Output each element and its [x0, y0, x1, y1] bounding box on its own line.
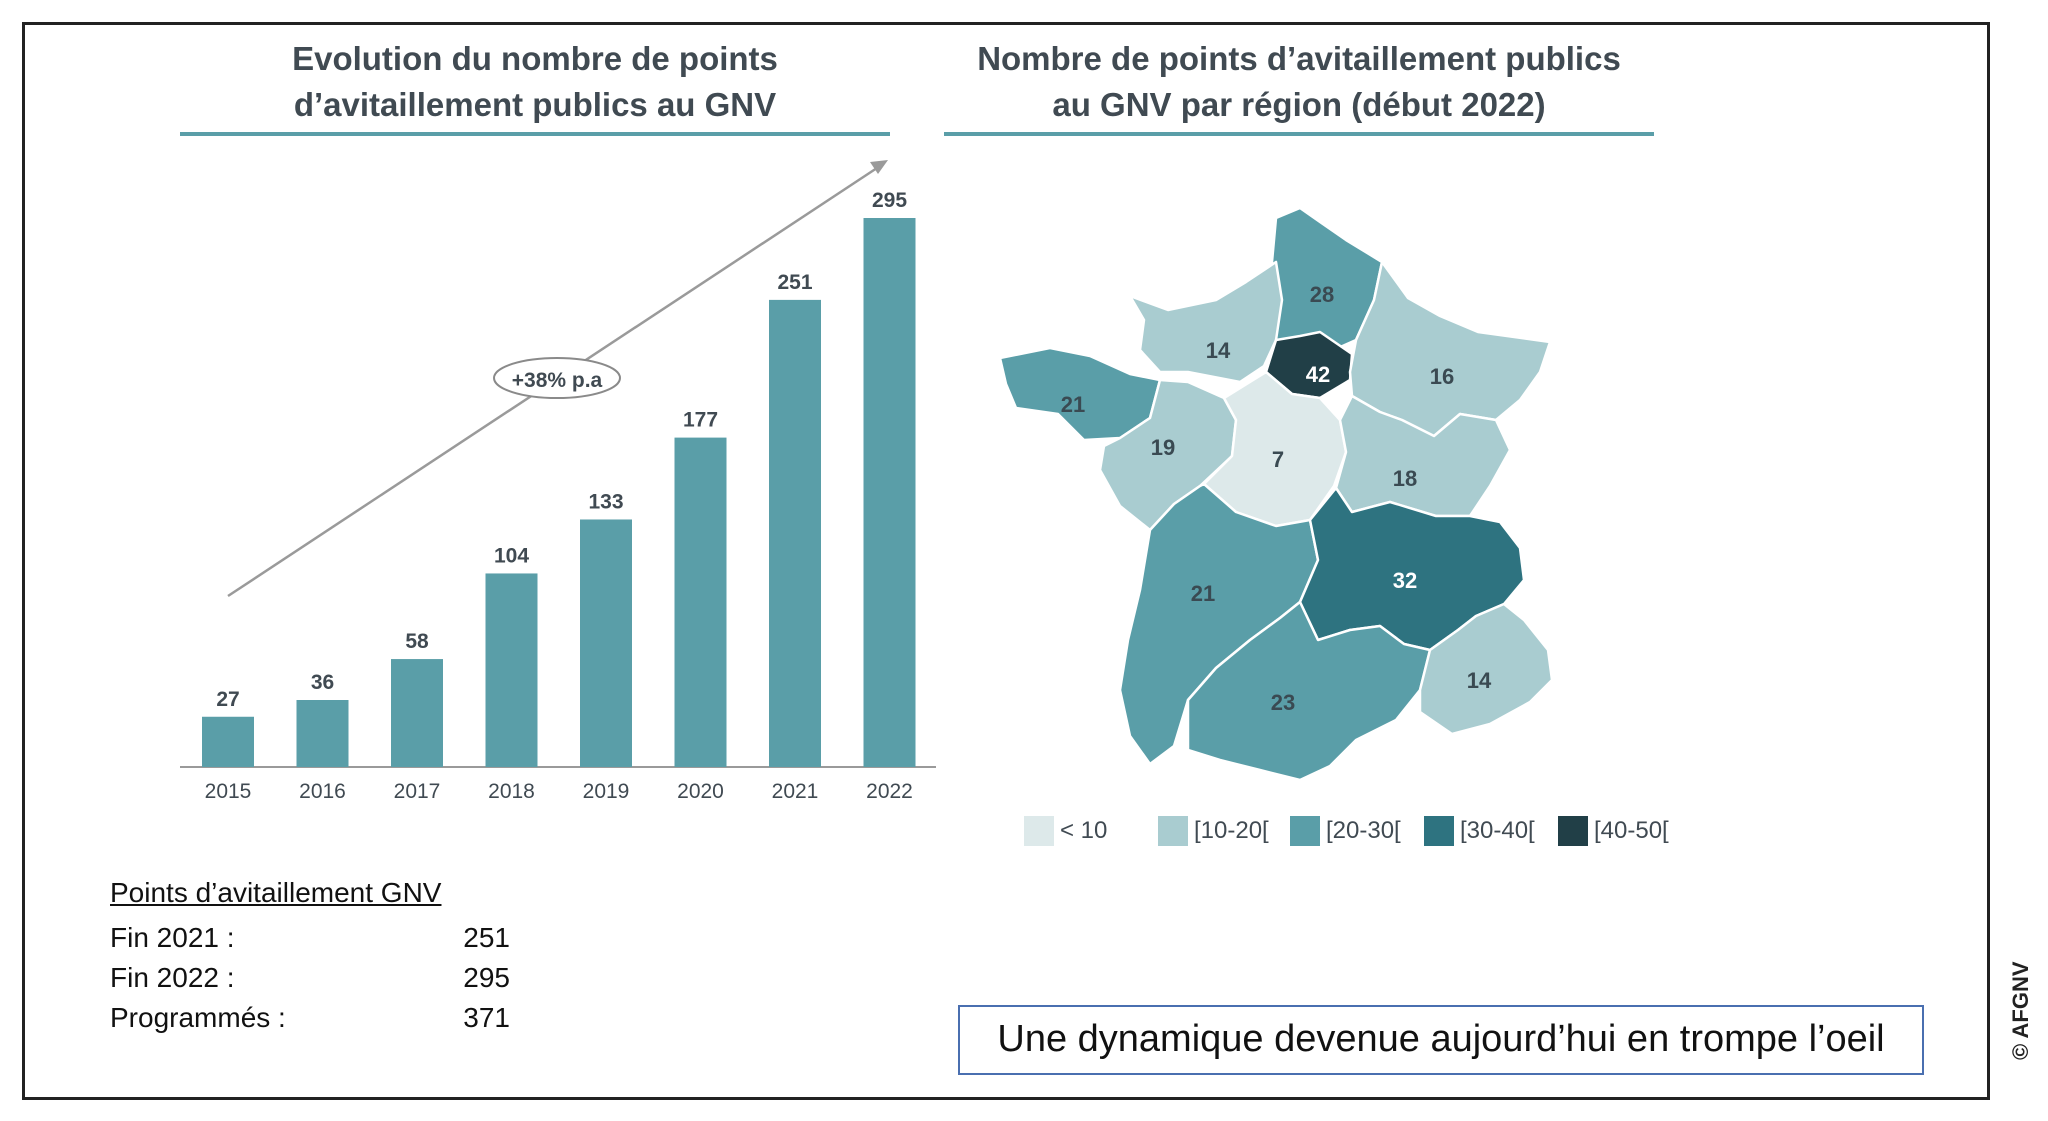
summary-value: 295 [450, 958, 510, 998]
region-map: 28 14 42 16 21 19 7 18 21 32 23 14 [0, 0, 2048, 820]
legend-item: [20-30[ [1290, 816, 1401, 846]
legend-swatch [1024, 816, 1054, 846]
legend-item: [10-20[ [1158, 816, 1269, 846]
summary-value: 251 [450, 918, 510, 958]
summary-label: Fin 2021 : [110, 918, 450, 958]
summary-value: 371 [450, 998, 510, 1038]
region-value-label: 21 [1061, 392, 1085, 417]
legend-label: [10-20[ [1194, 817, 1269, 845]
region-value-label: 23 [1271, 690, 1295, 715]
legend-item: [30-40[ [1424, 816, 1535, 846]
legend-item: [40-50[ [1558, 816, 1669, 846]
region-value-label: 32 [1393, 568, 1417, 593]
region-value-label: 19 [1151, 435, 1175, 460]
legend-swatch [1290, 816, 1320, 846]
legend-label: [30-40[ [1460, 817, 1535, 845]
legend-swatch [1558, 816, 1588, 846]
summary-row: Programmés : 371 [110, 998, 510, 1038]
summary-row: Fin 2021 : 251 [110, 918, 510, 958]
legend-item: < 10 [1024, 816, 1107, 846]
summary-label: Programmés : [110, 998, 450, 1038]
region-value-label: 7 [1272, 447, 1284, 472]
region-value-label: 16 [1430, 364, 1454, 389]
region-value-label: 21 [1191, 581, 1215, 606]
summary-block: Points d’avitaillement GNV Fin 2021 : 25… [110, 874, 510, 1038]
region-value-label: 18 [1393, 466, 1417, 491]
legend-label: [40-50[ [1594, 817, 1669, 845]
region-value-label: 14 [1206, 338, 1231, 363]
tagline-box: Une dynamique devenue aujourd’hui en tro… [958, 1005, 1924, 1075]
summary-row: Fin 2022 : 295 [110, 958, 510, 998]
region-grand-est [1350, 262, 1550, 436]
region-value-label: 28 [1310, 282, 1334, 307]
summary-label: Fin 2022 : [110, 958, 450, 998]
legend-label: < 10 [1060, 817, 1107, 845]
legend-label: [20-30[ [1326, 817, 1401, 845]
region-normandie [1130, 262, 1282, 382]
region-value-label: 14 [1467, 668, 1492, 693]
region-value-label: 42 [1306, 362, 1330, 387]
copyright-text: © AFGNV [2008, 880, 2034, 1060]
legend-swatch [1158, 816, 1188, 846]
summary-heading: Points d’avitaillement GNV [110, 874, 510, 912]
legend-swatch [1424, 816, 1454, 846]
